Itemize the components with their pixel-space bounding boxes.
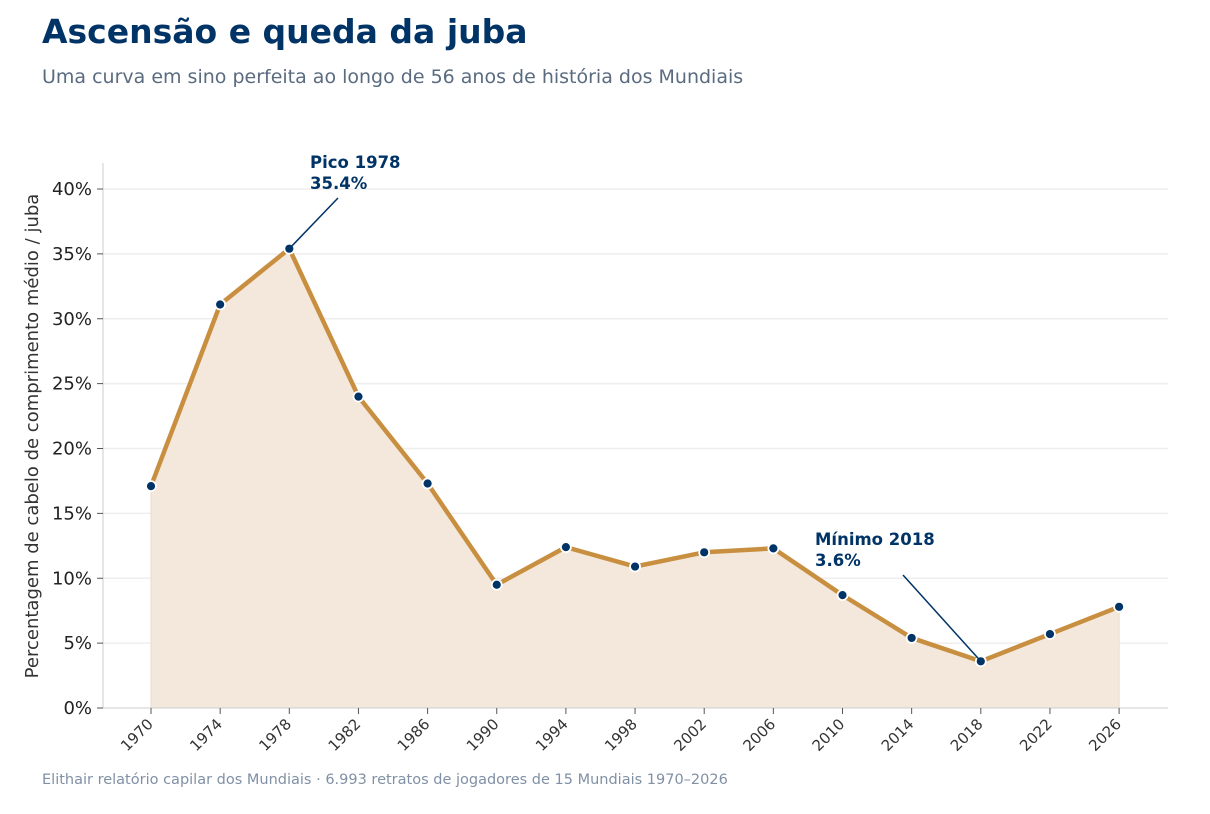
annotation-title: Mínimo 2018 — [815, 530, 935, 549]
y-tick-label: 0% — [63, 698, 92, 719]
data-point — [629, 560, 641, 573]
y-tick-label: 5% — [63, 633, 92, 654]
x-tick-label: 1986 — [394, 715, 434, 755]
chart-footer: Elithair relatório capilar dos Mundiais … — [42, 772, 728, 788]
data-point — [905, 632, 918, 644]
x-tick-label: 1994 — [532, 715, 572, 755]
x-tick-label: 1982 — [325, 715, 365, 755]
y-tick-label: 15% — [52, 503, 92, 524]
area-fill — [150, 247, 1120, 709]
data-point — [145, 480, 157, 493]
data-point — [836, 589, 849, 602]
x-tick-label: 1970 — [117, 715, 157, 755]
x-tick-label: 2026 — [1085, 715, 1125, 755]
x-tick-label: 2014 — [878, 715, 918, 755]
data-point — [352, 390, 365, 403]
chart-subtitle: Uma curva em sino perfeita ao longo de 5… — [42, 66, 744, 88]
annotation-arrow — [288, 197, 339, 250]
y-tick-label: 10% — [52, 568, 92, 589]
annotation-value: 3.6% — [815, 551, 861, 570]
x-tick-label: 2022 — [1016, 715, 1056, 755]
x-tick-label: 2006 — [739, 715, 779, 755]
data-point — [767, 542, 780, 555]
x-tick-label: 1974 — [186, 715, 226, 755]
data-point — [1113, 600, 1125, 613]
annotation-value: 35.4% — [310, 174, 368, 193]
y-tick-label: 20% — [52, 439, 92, 460]
y-tick-label: 40% — [52, 179, 92, 200]
x-tick-label: 2010 — [809, 715, 849, 755]
x-tick-label: 2018 — [947, 715, 987, 755]
y-tick-label: 25% — [52, 374, 92, 395]
y-axis-label: Percentagem de cabelo de comprimento méd… — [22, 194, 43, 679]
data-point — [214, 298, 227, 311]
x-tick-label: 2002 — [670, 715, 710, 755]
data-point — [698, 546, 711, 559]
y-tick-label: 35% — [52, 244, 92, 265]
data-point — [1044, 628, 1056, 640]
annotation-arrow — [902, 574, 982, 662]
data-point — [560, 541, 572, 554]
x-tick-label: 1998 — [601, 715, 641, 755]
chart-title: Ascensão e queda da juba — [42, 12, 528, 51]
annotation-title: Pico 1978 — [310, 153, 401, 172]
x-tick-label: 1978 — [255, 715, 295, 755]
data-point — [421, 477, 434, 490]
y-tick-label: 30% — [52, 309, 92, 330]
data-point — [490, 578, 503, 591]
x-tick-label: 1990 — [463, 715, 503, 755]
